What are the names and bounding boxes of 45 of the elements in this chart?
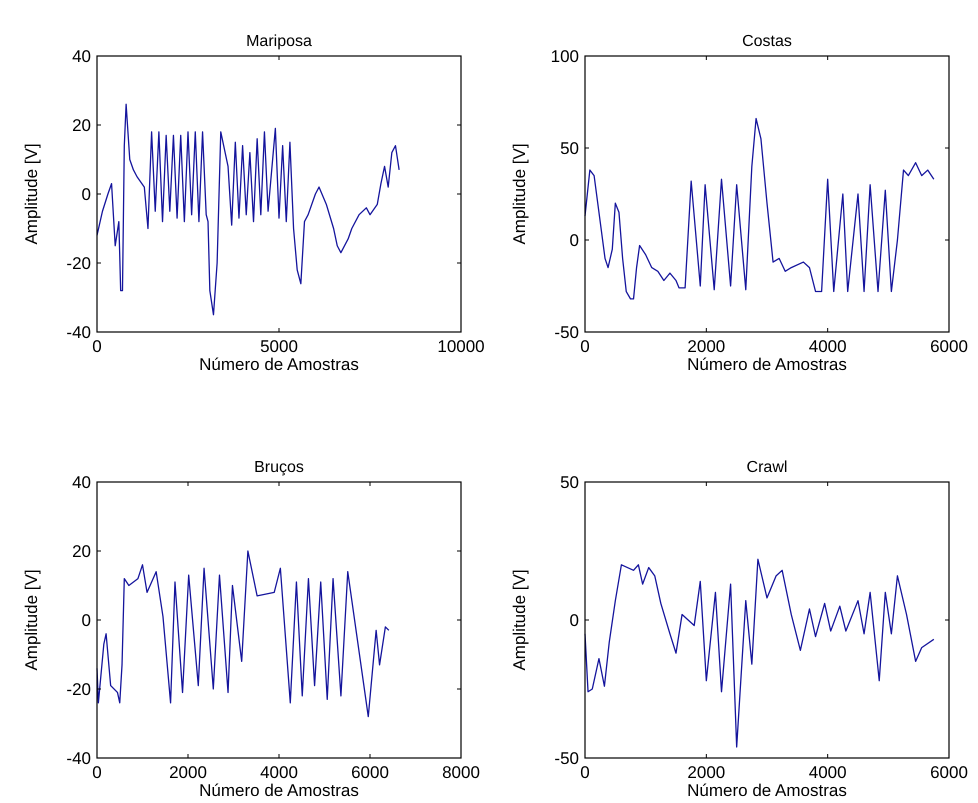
y-tick-label: 40	[72, 473, 91, 492]
x-tick-label: 4000	[808, 337, 847, 356]
x-axis-title: Número de Amostras	[199, 355, 359, 374]
y-tick-label: -20	[66, 254, 91, 273]
y-tick-label: -50	[554, 749, 579, 768]
line-series	[96, 550, 390, 718]
x-tick-label: 6000	[930, 337, 968, 356]
x-tick-label: 8000	[442, 763, 480, 782]
y-tick-label: 0	[82, 611, 91, 630]
y-tick-label: 0	[570, 611, 579, 630]
y-axis-title: Amplitude [V]	[22, 143, 41, 245]
x-tick-label: 4000	[808, 763, 847, 782]
y-tick-label: 0	[570, 231, 579, 250]
y-tick-label: 100	[550, 47, 579, 66]
y-tick-label: -20	[66, 680, 91, 699]
x-tick-label: 2000	[687, 337, 726, 356]
x-tick-label: 2000	[169, 763, 207, 782]
y-tick-label: 50	[560, 139, 579, 158]
x-tick-label: 6000	[930, 763, 968, 782]
y-axis-title: Amplitude [V]	[510, 569, 529, 671]
x-tick-label: 6000	[351, 763, 389, 782]
y-tick-label: 0	[82, 185, 91, 204]
line-series	[584, 558, 934, 748]
x-tick-label: 5000	[260, 337, 298, 356]
x-axis-title: Número de Amostras	[199, 781, 359, 800]
y-axis-title: Amplitude [V]	[22, 569, 41, 671]
y-tick-label: 50	[560, 473, 579, 492]
y-tick-label: -40	[66, 323, 91, 342]
x-axis-title: Número de Amostras	[687, 355, 847, 374]
y-tick-label: -50	[554, 323, 579, 342]
line-series	[96, 104, 400, 316]
x-tick-label: 10000	[437, 337, 485, 356]
x-axis-title: Número de Amostras	[687, 781, 847, 800]
y-axis-title: Amplitude [V]	[510, 143, 529, 245]
x-tick-label: 2000	[687, 763, 726, 782]
x-tick-label: 4000	[260, 763, 298, 782]
chart-title: Crawl	[746, 459, 788, 476]
y-tick-label: 20	[72, 542, 91, 561]
y-tick-label: 20	[72, 116, 91, 135]
y-tick-label: 40	[72, 47, 91, 66]
y-tick-label: -40	[66, 749, 91, 768]
chart-title: Costas	[742, 33, 792, 50]
chart-title: Bruços	[254, 459, 304, 476]
line-series	[584, 118, 934, 300]
chart-title: Mariposa	[246, 33, 312, 50]
